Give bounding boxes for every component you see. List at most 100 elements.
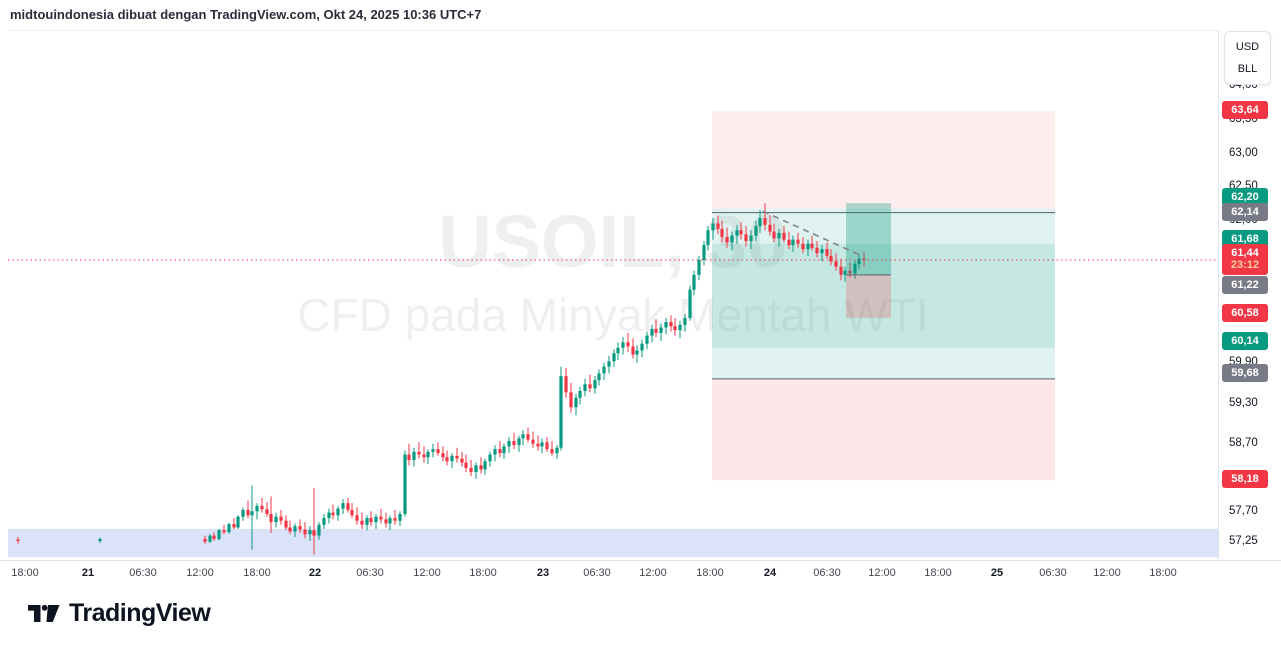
- candle: [692, 270, 696, 296]
- price-badge-62-14: 62,14: [1222, 202, 1268, 221]
- pink-zone-lower[interactable]: [712, 378, 1055, 481]
- price-axis-label: 59,30: [1229, 396, 1258, 409]
- candle: [469, 459, 473, 477]
- candle: [512, 432, 516, 450]
- candle: [265, 501, 269, 517]
- candle: [483, 458, 487, 475]
- unit-option-bll[interactable]: BLL: [1237, 63, 1258, 75]
- price-badge-59-68: 59,68: [1222, 363, 1268, 382]
- candle: [241, 507, 245, 521]
- candle: [711, 218, 715, 240]
- candle: [706, 226, 710, 251]
- price-axis[interactable]: USD BLL 64,0063,5063,0062,5062,0059,9059…: [1218, 30, 1281, 560]
- candle: [284, 515, 288, 531]
- candle: [384, 512, 388, 528]
- candle: [640, 339, 644, 358]
- candle: [825, 242, 829, 259]
- price-axis-label: 63,00: [1229, 146, 1258, 159]
- candle: [374, 513, 378, 529]
- candle: [540, 438, 544, 454]
- price-badge-60-58: 60,58: [1222, 304, 1268, 323]
- candle: [654, 319, 658, 337]
- candle: [422, 446, 426, 463]
- candle: [445, 450, 449, 466]
- candle: [260, 497, 264, 513]
- time-axis-label: 12:00: [868, 567, 896, 579]
- time-axis-label: 22: [308, 567, 322, 579]
- candle: [464, 454, 468, 473]
- candle: [398, 511, 402, 527]
- candle: [772, 223, 776, 243]
- candle: [346, 497, 350, 513]
- candle: [673, 318, 677, 336]
- time-axis-label: 18:00: [1149, 567, 1177, 579]
- candle: [626, 332, 630, 352]
- candle: [796, 232, 800, 248]
- candle: [16, 536, 20, 544]
- candle: [839, 258, 843, 281]
- candle: [312, 488, 316, 555]
- candle: [574, 393, 578, 416]
- trendline[interactable]: [762, 210, 863, 257]
- chart-pane[interactable]: USOIL, 30 CFD pada Minyak Mentah WTI: [8, 30, 1218, 561]
- candle: [502, 443, 506, 459]
- time-axis-label: 18:00: [469, 567, 497, 579]
- candle: [403, 450, 407, 517]
- time-axis-label: 18:00: [11, 567, 39, 579]
- time-axis-label: 18:00: [696, 567, 724, 579]
- candle: [450, 453, 454, 469]
- candle: [303, 522, 307, 539]
- position-stop-box[interactable]: [846, 274, 891, 319]
- candle: [597, 369, 601, 386]
- position-profit-box[interactable]: [846, 203, 891, 275]
- candlestick-chart[interactable]: [8, 31, 1218, 561]
- teal-zone-a[interactable]: [712, 208, 1055, 348]
- candle: [212, 532, 216, 542]
- candle: [460, 451, 464, 467]
- candle: [308, 526, 312, 542]
- candle: [479, 457, 483, 474]
- candle: [782, 226, 786, 243]
- candle: [407, 443, 411, 466]
- candle: [829, 249, 833, 266]
- candle: [843, 266, 847, 282]
- unit-option-usd[interactable]: USD: [1235, 41, 1260, 53]
- candle: [725, 227, 729, 248]
- candle: [298, 519, 302, 533]
- candle: [393, 509, 397, 525]
- candle: [578, 386, 582, 405]
- candle: [559, 366, 563, 451]
- teal-zone-b[interactable]: [712, 243, 1055, 379]
- candle: [350, 503, 354, 519]
- tradingview-logo[interactable]: TradingView: [28, 599, 211, 628]
- candle: [274, 512, 278, 528]
- candle: [820, 245, 824, 262]
- time-axis-label: 12:00: [186, 567, 214, 579]
- time-axis-label: 25: [990, 567, 1004, 579]
- candle: [246, 500, 250, 519]
- candle: [815, 241, 819, 258]
- time-axis-label: 12:00: [639, 567, 667, 579]
- candle: [331, 504, 335, 520]
- candle: [431, 443, 435, 458]
- candle: [716, 215, 720, 235]
- candle: [787, 231, 791, 250]
- price-badge-61-68: 61,68: [1222, 229, 1268, 248]
- candle: [436, 442, 440, 456]
- pink-zone-upper[interactable]: [712, 111, 1055, 209]
- time-axis-label: 06:30: [356, 567, 384, 579]
- time-axis-label: 23: [536, 567, 550, 579]
- time-axis[interactable]: 18:00 21 06:30 12:00 18:00 22 06:30 12:00 18:00 2…: [0, 560, 1281, 589]
- candle: [791, 235, 795, 252]
- candle: [236, 515, 240, 529]
- candle: [250, 485, 254, 550]
- candle: [739, 222, 743, 240]
- candle: [735, 224, 739, 244]
- candle: [720, 220, 724, 243]
- candle: [758, 209, 762, 233]
- candle: [474, 462, 478, 479]
- candle: [744, 226, 748, 247]
- candle: [488, 451, 492, 467]
- price-badge-61-22: 61,22: [1222, 275, 1268, 294]
